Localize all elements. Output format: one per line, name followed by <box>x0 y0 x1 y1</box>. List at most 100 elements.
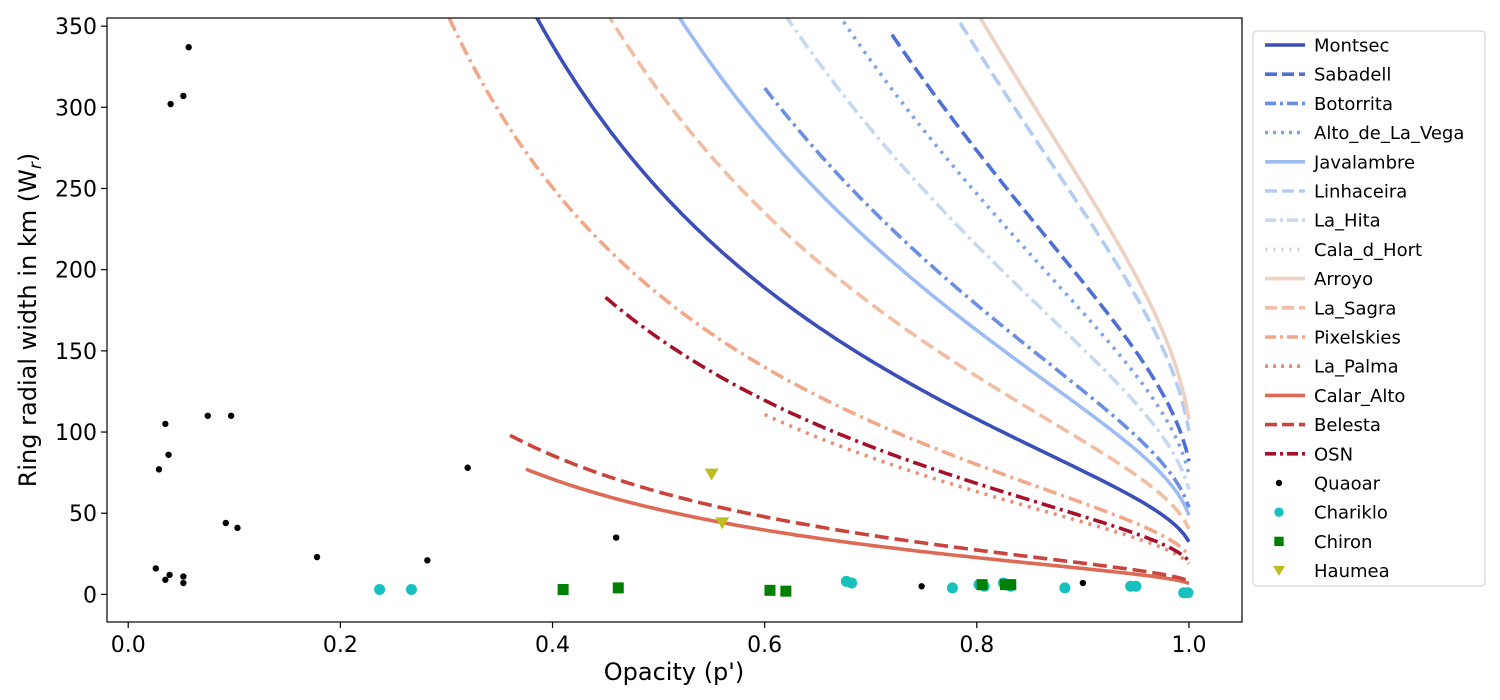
point-quaoar <box>612 534 620 541</box>
y-tick-label: 250 <box>55 177 97 202</box>
point-quaoar <box>234 524 241 532</box>
point-quaoar <box>227 412 235 419</box>
point-quaoar <box>162 576 169 583</box>
legend-label-chariklo: Chariklo <box>1314 503 1388 524</box>
legend-swatch-haumea <box>1273 565 1285 576</box>
legend-swatch-chariklo <box>1274 507 1284 517</box>
point-chiron <box>780 585 792 597</box>
legend-label-botorrita: Botorrita <box>1314 94 1393 115</box>
legend-swatch-chiron <box>1274 536 1284 547</box>
curve-belesta <box>509 433 1190 583</box>
y-axis-label-main: Ring radial width in km (W <box>14 169 42 487</box>
y-tick-label: 50 <box>69 502 97 527</box>
point-chariklo <box>846 577 858 589</box>
x-axis-label: Opacity (p') <box>604 658 745 686</box>
point-haumea <box>704 468 719 481</box>
point-quaoar <box>180 579 187 587</box>
curve-osn <box>604 296 1191 563</box>
curve-pixelskies <box>447 18 1191 557</box>
curve-la-sagra <box>607 18 1191 530</box>
x-tick-label: 0.0 <box>111 633 146 658</box>
y-axis-label-close: ) <box>14 153 42 162</box>
point-quaoar <box>222 519 230 527</box>
y-tick-label: 100 <box>55 421 97 446</box>
y-tick-label: 150 <box>55 340 97 365</box>
point-haumea <box>715 517 730 530</box>
y-axis-label: Ring radial width in km (Wr) <box>14 153 46 488</box>
point-quaoar <box>1079 579 1087 587</box>
point-quaoar <box>162 420 169 428</box>
point-quaoar <box>918 583 925 590</box>
point-chiron <box>976 579 988 591</box>
curve-javalambre <box>677 18 1191 516</box>
point-quaoar <box>166 571 173 579</box>
legend-label-osn: OSN <box>1314 444 1353 465</box>
legend-label-la-hita: La_Hita <box>1314 211 1381 232</box>
point-chiron <box>1005 579 1017 591</box>
point-chariklo <box>1059 582 1071 594</box>
x-tick-label: 0.2 <box>323 633 358 658</box>
y-tick-label: 350 <box>55 15 97 40</box>
legend-label-alto-de-la-vega: Alto_de_La_Vega <box>1314 123 1464 144</box>
curve-montsec <box>534 18 1191 543</box>
legend: Montsec Sabadell Botorrita Alto_de_La_Vega J… <box>1252 30 1486 587</box>
point-quaoar <box>180 92 187 100</box>
scatter-chiron <box>557 579 1017 597</box>
plot-frame <box>106 17 1243 623</box>
point-quaoar <box>165 451 172 458</box>
x-tick-label: 1.0 <box>1171 633 1206 658</box>
legend-label-haumea: Haumea <box>1314 561 1390 582</box>
curve-linhaceira <box>955 18 1191 432</box>
point-quaoar <box>313 553 321 561</box>
scatter-haumea <box>704 468 730 530</box>
point-chiron <box>764 584 776 596</box>
legend-label-la-sagra: La_Sagra <box>1314 298 1396 319</box>
legend-label-la-palma: La_Palma <box>1314 357 1399 378</box>
legend-label-chiron: Chiron <box>1314 532 1372 553</box>
y-tick-label: 300 <box>55 96 97 121</box>
x-tick-label: 0.4 <box>535 633 570 658</box>
legend-label-quaoar: Quaoar <box>1314 474 1381 495</box>
scatter-quaoar <box>152 44 1087 590</box>
point-quaoar <box>464 464 471 471</box>
point-chariklo <box>1130 580 1142 592</box>
point-chariklo <box>1182 587 1194 599</box>
plot-layer <box>152 18 1194 599</box>
legend-label-montsec: Montsec <box>1314 36 1389 57</box>
point-chariklo <box>405 584 417 596</box>
curve-arroyo <box>978 18 1191 421</box>
point-chiron <box>612 582 624 594</box>
axis-layer: 0.0 0.2 0.4 0.6 0.8 1.0 0 50 100 150 200 250 300 350 <box>55 15 1206 658</box>
x-tick-label: 0.8 <box>959 633 994 658</box>
legend-label-belesta: Belesta <box>1314 415 1381 436</box>
curve-botorrita <box>763 86 1191 509</box>
legend-label-pixelskies: Pixelskies <box>1314 328 1401 349</box>
point-quaoar <box>424 557 431 564</box>
point-quaoar <box>180 573 187 580</box>
legend-label-calar-alto: Calar_Alto <box>1314 386 1405 407</box>
y-axis-label-subscript: r <box>26 161 46 169</box>
point-quaoar <box>185 44 192 51</box>
x-tick-label: 0.6 <box>747 633 782 658</box>
point-quaoar <box>167 100 174 108</box>
legend-label-arroyo: Arroyo <box>1314 269 1373 290</box>
curve-la-hita <box>784 18 1191 491</box>
legend-label-sabadell: Sabadell <box>1314 65 1391 86</box>
point-quaoar <box>152 565 159 572</box>
y-tick-label: 200 <box>55 259 97 284</box>
legend-label-cala-d-hort: Cala_d_Hort <box>1314 240 1422 261</box>
legend-label-linhaceira: Linhaceira <box>1314 182 1407 203</box>
y-tick-label: 0 <box>83 583 97 608</box>
legend-swatch-quaoar <box>1275 479 1283 487</box>
point-quaoar <box>204 412 211 419</box>
legend-label-javalambre: Javalambre <box>1313 152 1415 173</box>
curve-calar-alto <box>525 467 1190 586</box>
point-chariklo <box>374 584 386 596</box>
point-chariklo <box>946 582 958 594</box>
legend-box <box>1252 30 1486 587</box>
point-quaoar <box>155 466 163 473</box>
curve-la-palma <box>763 412 1191 565</box>
curve-sabadell <box>890 33 1191 462</box>
point-chiron <box>557 584 569 596</box>
